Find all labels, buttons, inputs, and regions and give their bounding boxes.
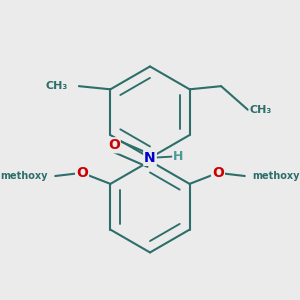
Text: N: N: [144, 151, 156, 165]
Text: O: O: [76, 166, 88, 180]
Text: O: O: [108, 138, 120, 152]
Text: CH₃: CH₃: [250, 105, 272, 115]
Text: methoxy: methoxy: [0, 171, 47, 181]
Text: O: O: [212, 166, 224, 180]
Text: methoxy: methoxy: [253, 171, 300, 181]
Text: H: H: [173, 150, 184, 163]
Text: CH₃: CH₃: [46, 80, 68, 91]
